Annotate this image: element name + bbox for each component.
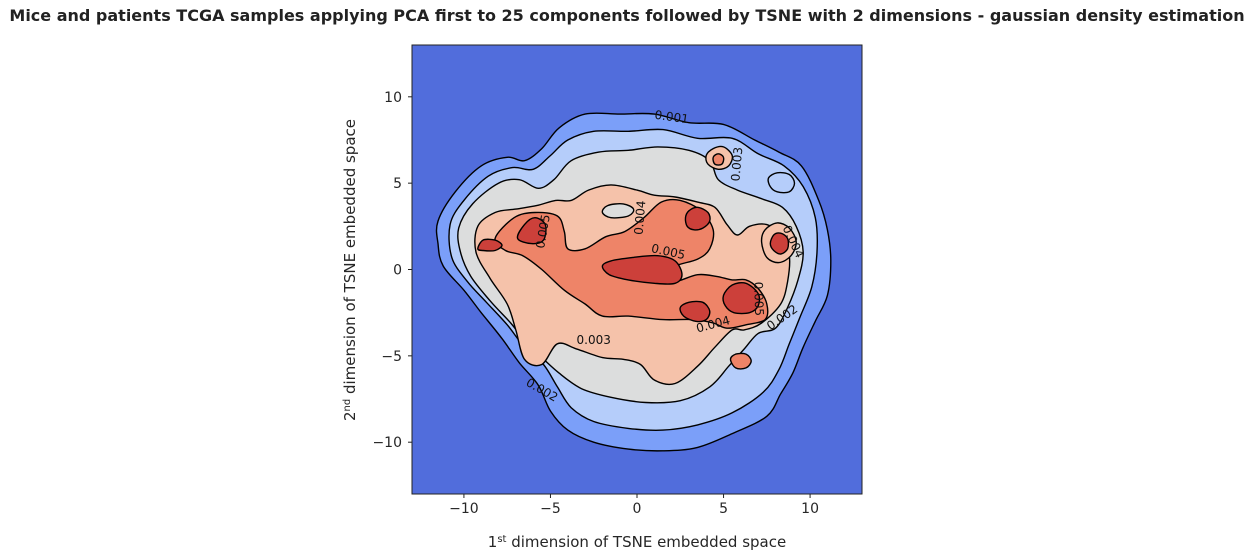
density-contour-0_002-16	[601, 203, 635, 219]
x-tick-label: −5	[540, 501, 561, 517]
y-tick-label: −10	[372, 435, 402, 451]
y-tick-label: 10	[384, 90, 402, 106]
density-contour-0_005-14	[769, 232, 790, 255]
contour-label-9: 0.003	[577, 333, 611, 347]
contour-label-0: 0.001	[654, 108, 690, 127]
density-contour-0_004-17	[729, 352, 752, 370]
x-tick-label: −10	[449, 501, 479, 517]
x-axis-label: 1st dimension of TSNE embedded space	[488, 533, 786, 551]
x-tick-label: 10	[801, 501, 819, 517]
x-axis-ticks: −10 −5 0 5 10	[449, 494, 819, 517]
density-contour-0_005-7	[684, 206, 711, 231]
contour-label-3: 0.004	[632, 200, 649, 235]
x-tick-label: 5	[719, 501, 728, 517]
y-tick-label: 5	[393, 176, 402, 192]
density-contour-0_005-8	[601, 254, 683, 285]
y-tick-label: −5	[381, 349, 402, 365]
y-tick-label: 0	[393, 263, 402, 279]
density-regions	[435, 112, 832, 452]
contour-label-2: 0.005	[533, 213, 553, 249]
density-contour-0_005-5	[516, 216, 547, 245]
density-contour-0_005-10	[679, 300, 711, 323]
y-axis-label: 2nd dimension of TSNE embedded space	[341, 119, 359, 421]
density-contour-0_004-12	[712, 153, 725, 166]
density-contour-0_005-9	[722, 281, 761, 315]
contour-label-4: 0.005	[650, 241, 687, 262]
density-contour-0_005-6	[477, 238, 503, 252]
chart-title: Mice and patients TCGA samples applying …	[9, 6, 1245, 25]
x-tick-label: 0	[633, 501, 642, 517]
contour-label-6: 0.005	[751, 281, 766, 316]
density-contour-0_0015-15	[767, 171, 796, 194]
contour-label-1: 0.003	[728, 146, 745, 181]
y-axis-ticks: −10 −5 0 5 10	[372, 90, 412, 451]
